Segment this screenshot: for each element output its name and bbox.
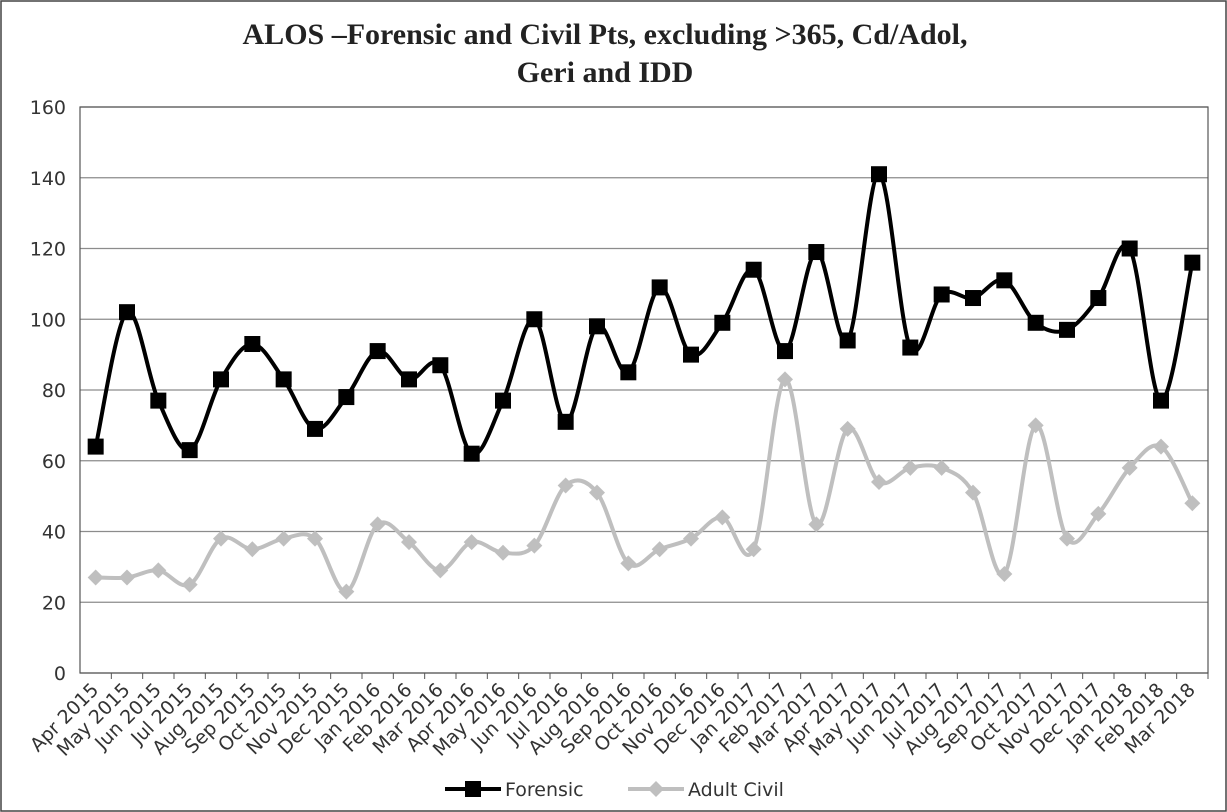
point	[965, 484, 981, 501]
point	[808, 516, 825, 533]
point	[463, 534, 480, 551]
y-tick-label: 120	[30, 239, 66, 261]
point	[275, 371, 292, 388]
point	[1059, 321, 1075, 338]
point	[1153, 392, 1169, 409]
point	[589, 318, 605, 335]
point	[87, 569, 104, 586]
point	[526, 311, 543, 328]
point	[683, 346, 699, 363]
legend-label: Forensic	[505, 779, 584, 801]
point	[714, 314, 731, 331]
point	[714, 509, 731, 526]
point	[181, 442, 198, 459]
point	[871, 166, 887, 183]
point	[495, 544, 511, 561]
point	[244, 336, 261, 353]
y-tick-label: 160	[30, 97, 66, 119]
point	[181, 576, 198, 593]
y-tick-label: 20	[42, 592, 66, 614]
point	[213, 530, 229, 547]
legend-label: Adult Civil	[688, 779, 784, 801]
point	[526, 537, 543, 554]
point	[150, 562, 167, 579]
y-tick-label: 80	[42, 380, 66, 402]
point	[119, 569, 135, 586]
point	[307, 420, 323, 437]
y-tick-label: 40	[42, 522, 66, 544]
point	[651, 279, 668, 296]
point	[1027, 314, 1044, 331]
point	[338, 389, 355, 406]
legend-marker	[465, 781, 481, 797]
point	[965, 290, 981, 307]
point	[432, 357, 449, 374]
point	[745, 261, 762, 278]
point	[87, 438, 104, 455]
point	[902, 459, 919, 476]
point	[651, 541, 668, 558]
point	[745, 541, 762, 558]
point	[589, 484, 605, 501]
point	[369, 516, 386, 533]
point	[495, 392, 511, 409]
point	[871, 473, 887, 490]
point	[338, 583, 355, 600]
point	[244, 541, 261, 558]
chart-title: ALOS –Forensic and Civil Pts, excluding …	[243, 18, 968, 51]
point	[275, 530, 292, 547]
point	[902, 339, 919, 356]
point	[996, 272, 1013, 289]
y-tick-label: 100	[30, 309, 66, 331]
point	[1153, 438, 1169, 455]
y-tick-label: 0	[54, 663, 66, 685]
point	[119, 304, 135, 321]
point	[808, 244, 825, 261]
point	[1027, 417, 1044, 434]
point	[1059, 530, 1075, 547]
point	[839, 332, 856, 349]
point	[401, 371, 417, 388]
point	[996, 565, 1013, 582]
point	[933, 286, 950, 303]
point	[432, 562, 449, 579]
point	[463, 445, 480, 462]
point	[150, 392, 167, 409]
point	[1121, 459, 1138, 476]
legend-marker	[648, 781, 664, 797]
point	[683, 530, 699, 547]
y-tick-label: 60	[42, 451, 66, 473]
point	[620, 555, 637, 572]
chart-title: Geri and IDD	[517, 56, 694, 89]
point	[933, 459, 950, 476]
point	[307, 530, 323, 547]
point	[401, 534, 417, 551]
point	[839, 420, 856, 437]
point	[1090, 505, 1107, 522]
point	[557, 413, 574, 430]
y-tick-label: 140	[30, 168, 66, 190]
point	[620, 364, 637, 381]
point	[1184, 254, 1201, 271]
point	[369, 343, 386, 360]
point	[1121, 240, 1138, 257]
point	[777, 371, 793, 388]
point	[1184, 495, 1201, 512]
point	[777, 343, 793, 360]
point	[557, 477, 574, 494]
point	[1090, 290, 1107, 307]
point	[213, 371, 229, 388]
